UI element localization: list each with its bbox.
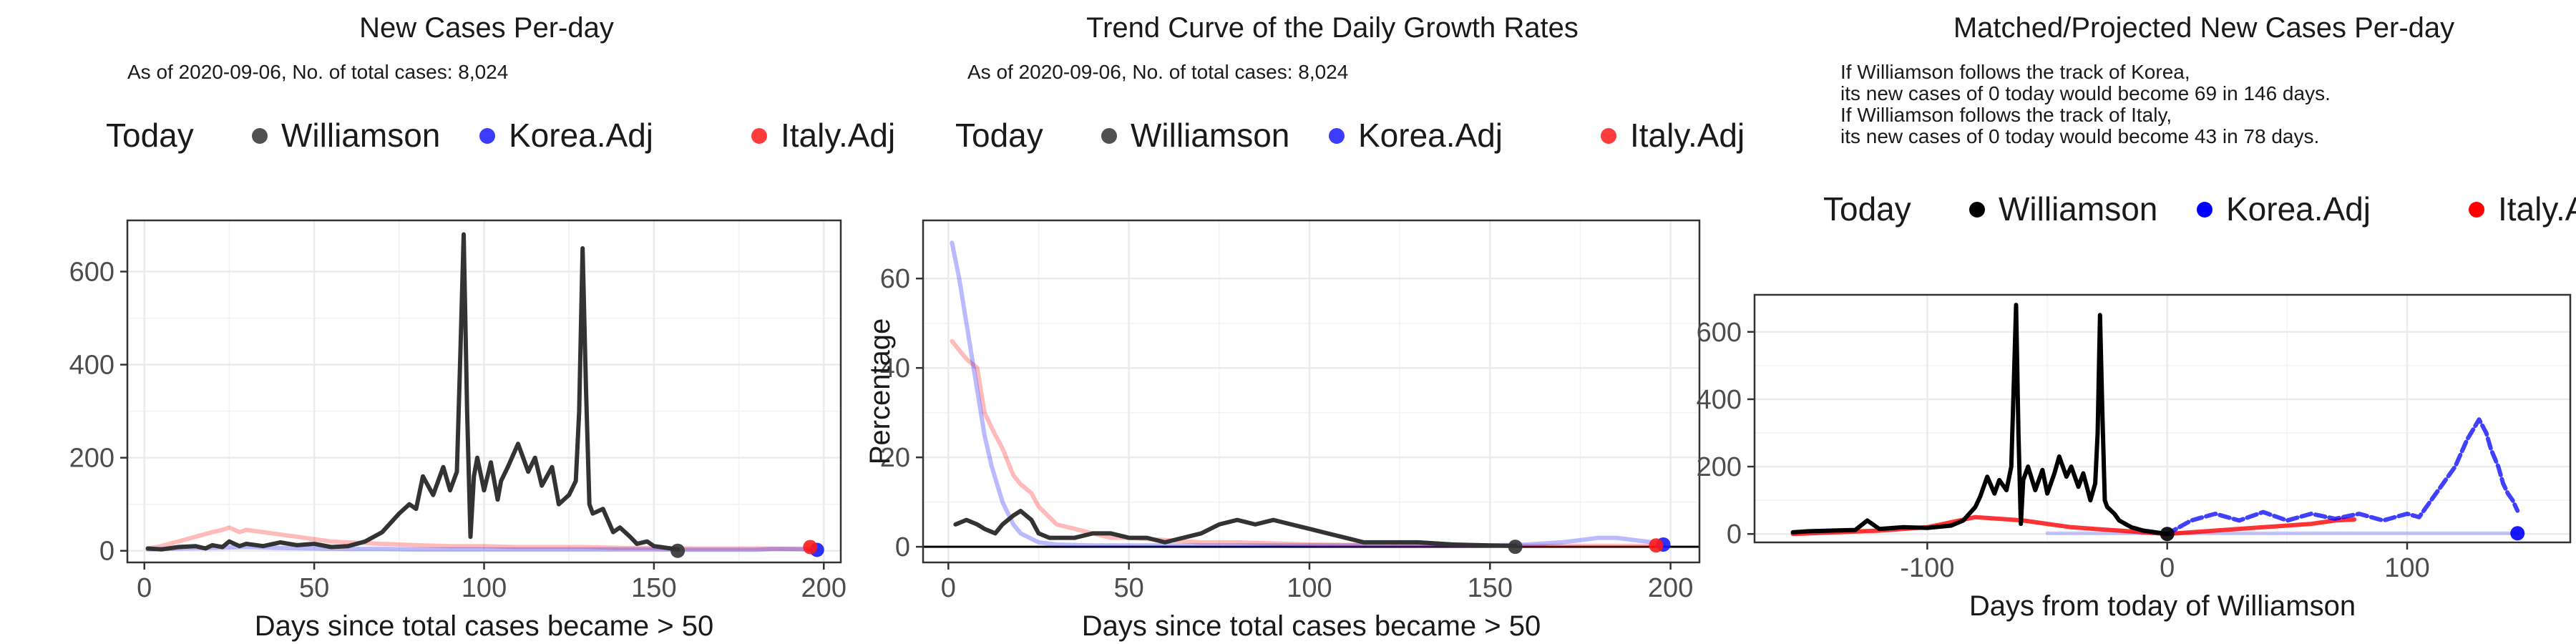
x-tick-label: 100 (2384, 553, 2429, 583)
series-line-korea-adj (2165, 417, 2520, 537)
legend: Today Williamson Korea.Adj Italy.Adj (1823, 190, 2576, 228)
chart-subtitle: As of 2020-09-06, No. of total cases: 8,… (127, 61, 508, 83)
y-tick-label: 20 (880, 443, 910, 473)
plot-panel (922, 219, 1701, 564)
legend-label: Williamson (281, 117, 440, 154)
plot-panel (1753, 293, 2572, 544)
x-tick-label: 100 (462, 573, 507, 603)
series-line-italy-adj (1790, 514, 2357, 537)
legend-label: Korea.Adj (2226, 190, 2371, 228)
x-tick-label: -100 (1900, 553, 1954, 583)
y-tick-label: 200 (1697, 452, 1742, 482)
x-tick-label: 50 (1114, 573, 1144, 603)
y-tick-label: 40 (880, 353, 910, 384)
y-tick-label: 200 (69, 444, 114, 474)
series-line-williamson (953, 509, 1518, 548)
chart-subtitle-line: its new cases of 0 today would become 69… (1840, 82, 2331, 104)
legend-title: Today (1823, 190, 1911, 228)
legend: Today Williamson Korea.Adj Italy.Adj (106, 117, 895, 154)
x-axis-label: Days since total cases became > 50 (255, 610, 713, 642)
legend-label: Korea.Adj (1358, 117, 1503, 154)
x-tick-label: 200 (1648, 573, 1693, 603)
y-tick-label: 0 (99, 537, 114, 567)
legend-key (252, 128, 268, 144)
y-tick-label: 0 (1727, 519, 1742, 550)
today-point-williamson (670, 543, 686, 558)
today-point-korea-adj (2510, 526, 2525, 541)
series-line-williamson (1790, 303, 2170, 537)
legend-key (479, 128, 495, 144)
x-tick-label: 0 (941, 573, 956, 603)
x-tick-label: 50 (299, 573, 329, 603)
legend-key (1969, 202, 1985, 218)
today-point-italy-adj (1649, 538, 1664, 553)
chart-1: New Cases Per-day As of 2020-09-06, No. o… (69, 12, 896, 642)
x-tick-label: 0 (137, 573, 152, 603)
legend-key (751, 128, 767, 144)
panel-border (922, 219, 1701, 564)
legend-key (1101, 128, 1117, 144)
chart-subtitle-line: its new cases of 0 today would become 43… (1840, 125, 2319, 147)
legend-title: Today (955, 117, 1043, 154)
x-axis-label: Days from today of Williamson (1969, 590, 2356, 622)
chart-title: Matched/Projected New Cases Per-day (1953, 12, 2454, 44)
x-tick-label: 100 (1287, 573, 1332, 603)
legend-label: Italy.Adj (2498, 190, 2576, 228)
panel-bg (923, 220, 1699, 562)
legend-key (2469, 202, 2484, 218)
legend-key (2197, 202, 2212, 218)
legend-key (1601, 128, 1616, 144)
chart-subtitle-line: If Williamson follows the track of Italy… (1840, 104, 2172, 126)
x-tick-label: 200 (801, 573, 847, 603)
legend-label: Williamson (1131, 117, 1289, 154)
x-tick-label: 0 (2160, 553, 2175, 583)
panel-bg (1755, 295, 2570, 542)
series-line-williamson (145, 232, 680, 552)
panel-border (1753, 293, 2572, 544)
legend-key (1329, 128, 1345, 144)
chart-subtitle-line: If Williamson follows the track of Korea… (1840, 61, 2190, 83)
y-axis-label: Percentage (864, 318, 896, 465)
y-tick-label: 400 (69, 351, 114, 381)
y-tick-label: 600 (1697, 318, 1742, 348)
x-axis-label: Days since total cases became > 50 (1082, 610, 1541, 642)
legend-label: Williamson (1999, 190, 2157, 228)
y-tick-label: 0 (895, 532, 910, 562)
y-tick-label: 600 (69, 258, 114, 288)
chart-subtitle: As of 2020-09-06, No. of total cases: 8,… (967, 61, 1348, 83)
chart-2: Trend Curve of the Daily Growth Rates As … (864, 12, 1745, 642)
chart-title: New Cases Per-day (359, 12, 614, 44)
legend-title: Today (106, 117, 194, 154)
today-point-italy-adj (803, 540, 818, 555)
series-line-korea-adj (950, 240, 1666, 548)
series-line-italy-adj (950, 338, 1659, 548)
legend: Today Williamson Korea.Adj Italy.Adj (955, 117, 1745, 154)
today-point-williamson (2160, 527, 2175, 542)
y-tick-label: 60 (880, 264, 910, 294)
legend-label: Italy.Adj (1630, 117, 1745, 154)
today-point-williamson (1508, 540, 1523, 555)
x-tick-label: 150 (631, 573, 676, 603)
y-tick-label: 400 (1697, 385, 1742, 415)
legend-label: Italy.Adj (781, 117, 895, 154)
x-tick-label: 150 (1468, 573, 1513, 603)
legend-label: Korea.Adj (509, 117, 653, 154)
series-line-korea-adj (145, 545, 819, 552)
chart-3: Matched/Projected New Cases Per-day If Wi… (1697, 12, 2576, 622)
chart-title: Trend Curve of the Daily Growth Rates (1086, 12, 1579, 44)
plot-panel (126, 219, 842, 564)
